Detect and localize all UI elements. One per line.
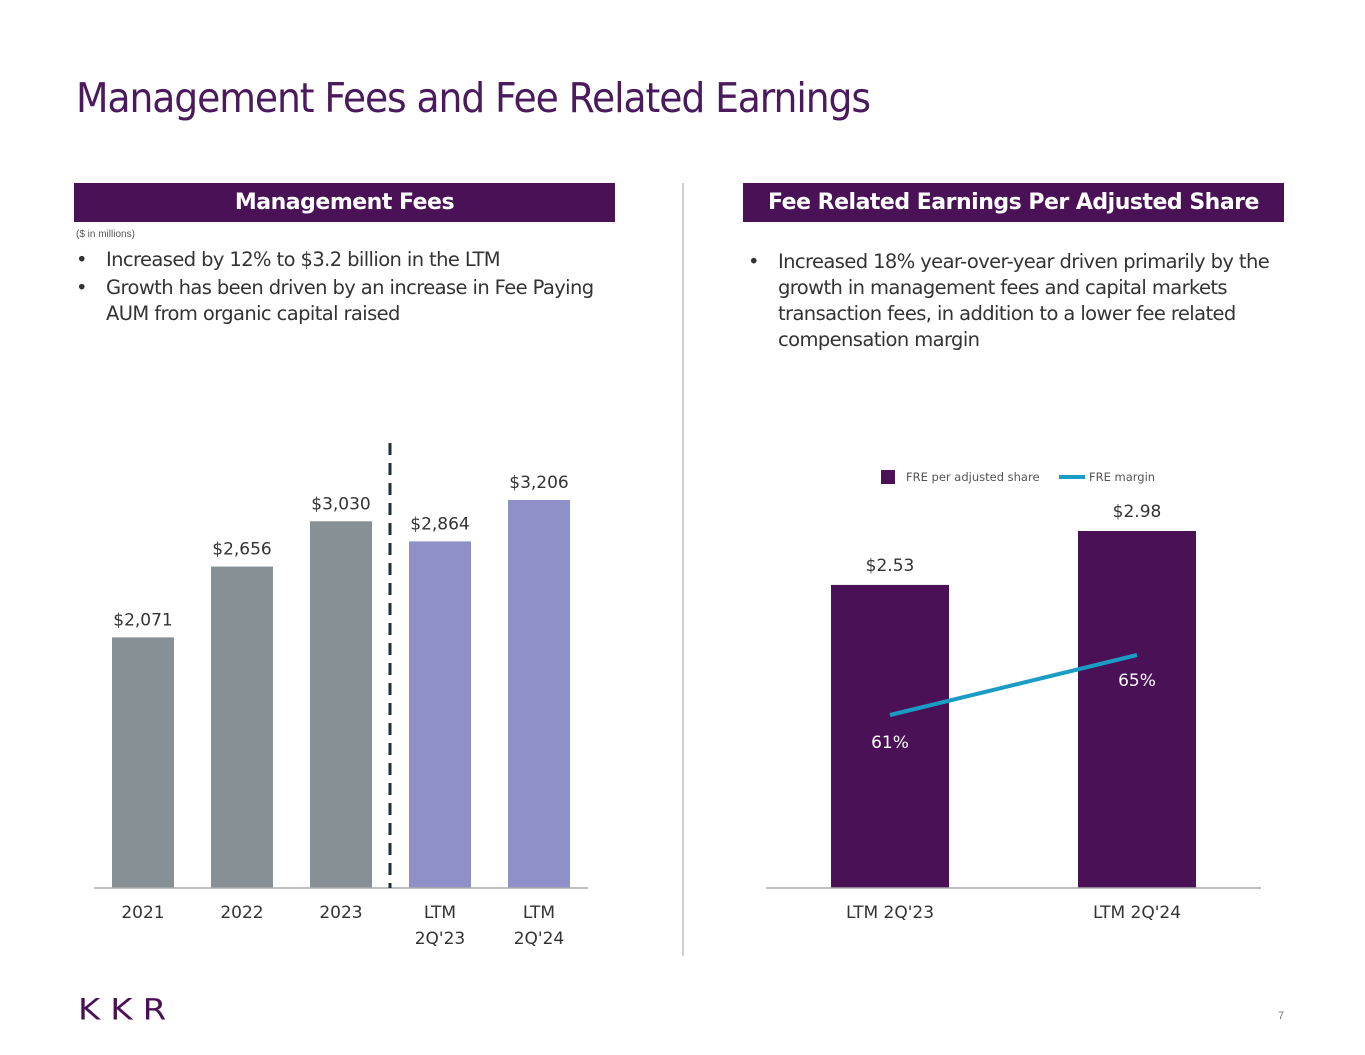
bar-3 (409, 541, 471, 888)
panel-divider (682, 183, 684, 956)
x-tick-label: 2021 (121, 903, 164, 923)
fre-data-label: $2.53 (866, 556, 915, 576)
x-tick-label: 2Q'23 (415, 929, 466, 949)
bar-1 (211, 566, 273, 888)
bar-2 (310, 521, 372, 888)
x-tick-label: LTM (424, 903, 456, 923)
bullet-item: Increased by 12% to $3.2 billion in the … (76, 247, 606, 273)
data-label: $3,206 (509, 473, 568, 493)
data-label: $2,656 (212, 540, 271, 560)
data-label: $3,030 (311, 494, 370, 514)
page-number: 7 (1278, 1010, 1285, 1022)
x-tick-label: 2022 (220, 903, 263, 923)
fre-margin-line (889, 653, 1138, 717)
x-tick-label: LTM (523, 903, 555, 923)
x-tick-label: 2Q'24 (514, 929, 565, 949)
x-tick-label: 2023 (319, 903, 362, 923)
bullet-item: Increased 18% year-over-year driven prim… (748, 249, 1278, 353)
management-fees-header: Management Fees (74, 183, 615, 222)
kkr-logo: KKR (78, 993, 177, 1027)
margin-label: 61% (871, 733, 909, 753)
bar-0 (112, 637, 174, 888)
margin-label: 65% (1118, 671, 1156, 691)
fre-x-tick-label: LTM 2Q'23 (846, 903, 934, 923)
page-title: Management Fees and Fee Related Earnings (76, 74, 871, 122)
fre-header: Fee Related Earnings Per Adjusted Share (743, 183, 1284, 222)
legend-label: FRE margin (1089, 470, 1155, 484)
data-label: $2,864 (410, 514, 469, 534)
units-note: ($ in millions) (76, 229, 135, 240)
fre-bullets: Increased 18% year-over-year driven prim… (748, 249, 1278, 355)
fre-bar-0 (831, 584, 949, 888)
management-fees-bullets: Increased by 12% to $3.2 billion in the … (76, 247, 606, 329)
fre-data-label: $2.98 (1113, 502, 1162, 522)
bar-4 (508, 500, 570, 888)
bullet-item: Growth has been driven by an increase in… (76, 275, 606, 327)
legend-swatch-bar (881, 470, 895, 484)
fre-x-tick-label: LTM 2Q'24 (1093, 903, 1181, 923)
legend-label: FRE per adjusted share (906, 470, 1040, 484)
fre-bar-1 (1078, 531, 1196, 888)
data-label: $2,071 (113, 610, 172, 630)
